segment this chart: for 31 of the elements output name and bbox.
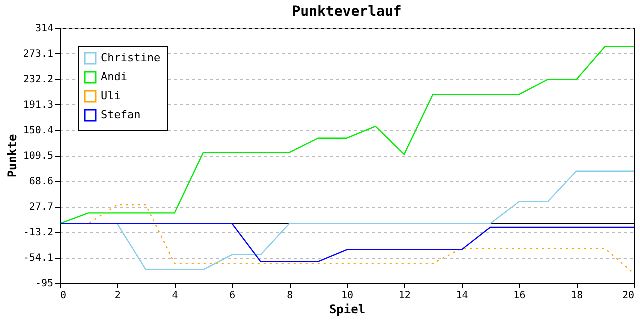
x-axis-title: Spiel <box>329 302 366 316</box>
y-tick-label: 150.4 <box>23 126 54 136</box>
y-tick-label: 232.2 <box>23 74 54 86</box>
y-tick-label: 27.7 <box>29 202 54 213</box>
y-tick-label: 273.1 <box>23 49 54 60</box>
chart-title: Punkteverlauf <box>292 4 402 20</box>
x-tick-label: 20 <box>622 290 634 302</box>
x-tick-label: 6 <box>230 290 236 302</box>
y-tick-label: -54.1 <box>23 253 54 264</box>
legend-label: Stefan <box>101 108 141 122</box>
x-tick-label: 2 <box>114 290 121 302</box>
y-tick-label: 314 <box>35 24 54 34</box>
x-tick-label: 8 <box>287 290 294 302</box>
y-axis-title: Punkte <box>5 134 20 178</box>
y-tick-label: -13.2 <box>23 228 54 238</box>
legend-label: Uli <box>101 90 121 102</box>
y-tick-label: 191.3 <box>23 100 54 111</box>
y-tick-label: -95 <box>35 278 54 290</box>
line-series <box>59 223 635 262</box>
x-tick-label: 14 <box>456 290 468 302</box>
x-tick-label: 16 <box>514 290 526 302</box>
x-tick-label: 0 <box>60 290 67 302</box>
y-tick-label: 68.6 <box>29 176 54 188</box>
legend-label: Andi <box>101 70 128 84</box>
y-tick-label: 109.5 <box>23 151 54 162</box>
x-tick-label: 4 <box>172 290 178 302</box>
line-series <box>59 46 635 224</box>
x-tick-label: 10 <box>341 290 354 302</box>
x-tick-label: 18 <box>571 290 584 302</box>
legend-label: Christine <box>101 52 161 64</box>
x-tick-label: 12 <box>398 290 411 302</box>
